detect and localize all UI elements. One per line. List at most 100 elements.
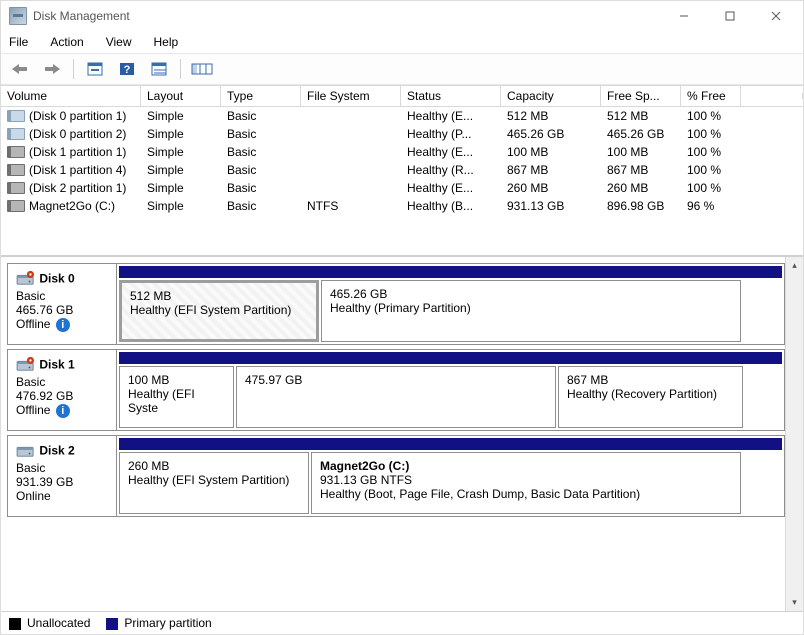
- cell-fs: [301, 187, 401, 189]
- menu-action[interactable]: Action: [46, 33, 87, 51]
- disk-label[interactable]: Disk 0Basic465.76 GBOffline i: [7, 263, 117, 345]
- partition-line: 100 MB: [128, 373, 225, 387]
- cell-fs: [301, 133, 401, 135]
- cell-fs: NTFS: [301, 198, 401, 214]
- cell-free: 260 MB: [601, 180, 681, 196]
- info-badge-icon[interactable]: i: [56, 318, 70, 332]
- cell-status: Healthy (R...: [401, 162, 501, 178]
- cell-volume: (Disk 1 partition 4): [1, 162, 141, 178]
- table-row[interactable]: (Disk 0 partition 1)SimpleBasicHealthy (…: [1, 107, 803, 125]
- partition[interactable]: 100 MBHealthy (EFI Syste: [119, 366, 234, 428]
- disk-management-window: Disk Management File Action View Help: [0, 0, 804, 635]
- partition-stripe: [119, 352, 782, 364]
- col-freespace[interactable]: Free Sp...: [601, 86, 681, 106]
- toolbar-list-button[interactable]: [189, 56, 215, 82]
- menu-view[interactable]: View: [102, 33, 136, 51]
- col-volume[interactable]: Volume: [1, 86, 141, 106]
- col-layout[interactable]: Layout: [141, 86, 221, 106]
- table-row[interactable]: (Disk 1 partition 4)SimpleBasicHealthy (…: [1, 161, 803, 179]
- col-type[interactable]: Type: [221, 86, 301, 106]
- disk-status: Online: [16, 489, 108, 503]
- cell-status: Healthy (P...: [401, 126, 501, 142]
- cell-capacity: 931.13 GB: [501, 198, 601, 214]
- disk-size: 931.39 GB: [16, 475, 108, 489]
- volume-icon: [7, 110, 25, 122]
- nav-forward-button[interactable]: [39, 56, 65, 82]
- table-row[interactable]: Magnet2Go (C:)SimpleBasicNTFSHealthy (B.…: [1, 197, 803, 215]
- col-capacity[interactable]: Capacity: [501, 86, 601, 106]
- partition-line: Healthy (EFI System Partition): [128, 473, 300, 487]
- disk-status: Offline i: [16, 317, 108, 332]
- disk-label[interactable]: Disk 1Basic476.92 GBOffline i: [7, 349, 117, 431]
- scroll-up-icon[interactable]: ▴: [786, 257, 803, 274]
- window-title: Disk Management: [33, 9, 661, 23]
- disk-name: Disk 2: [39, 444, 74, 458]
- partition-stripe: [119, 438, 782, 450]
- menubar: File Action View Help: [1, 31, 803, 53]
- partition-line: Healthy (Boot, Page File, Crash Dump, Ba…: [320, 487, 732, 501]
- volume-icon: [7, 146, 25, 158]
- partition-line: Healthy (EFI Syste: [128, 387, 225, 415]
- disk-type: Basic: [16, 461, 108, 475]
- toolbar-separator: [180, 59, 181, 79]
- toolbar-help-button[interactable]: ?: [114, 56, 140, 82]
- disk-block: Disk 2 Basic931.39 GBOnline 260 MBHealthy …: [7, 435, 785, 517]
- cell-type: Basic: [221, 126, 301, 142]
- table-row[interactable]: (Disk 1 partition 1)SimpleBasicHealthy (…: [1, 143, 803, 161]
- toolbar-refresh-button[interactable]: [82, 56, 108, 82]
- scroll-down-icon[interactable]: ▾: [786, 594, 803, 611]
- toolbar: ?: [1, 53, 803, 85]
- col-filesystem[interactable]: File System: [301, 86, 401, 106]
- col-pctfree[interactable]: % Free: [681, 86, 741, 106]
- cell-layout: Simple: [141, 162, 221, 178]
- scrollbar[interactable]: ▴ ▾: [785, 257, 803, 611]
- partition-row: 260 MBHealthy (EFI System Partition)Magn…: [119, 452, 782, 514]
- menu-help[interactable]: Help: [150, 33, 183, 51]
- cell-free: 465.26 GB: [601, 126, 681, 142]
- menu-file[interactable]: File: [5, 33, 32, 51]
- col-spacer: [741, 93, 803, 99]
- app-icon: [9, 7, 27, 25]
- legend-unallocated: Unallocated: [9, 616, 90, 630]
- partition[interactable]: 465.26 GBHealthy (Primary Partition): [321, 280, 741, 342]
- cell-type: Basic: [221, 198, 301, 214]
- disk-size: 476.92 GB: [16, 389, 108, 403]
- swatch-primary: [106, 618, 118, 630]
- partition[interactable]: Magnet2Go (C:)931.13 GB NTFSHealthy (Boo…: [311, 452, 741, 514]
- cell-pct: 100 %: [681, 180, 741, 196]
- partition[interactable]: 475.97 GB: [236, 366, 556, 428]
- minimize-button[interactable]: [661, 1, 707, 31]
- table-row[interactable]: (Disk 2 partition 1)SimpleBasicHealthy (…: [1, 179, 803, 197]
- disk-label[interactable]: Disk 2 Basic931.39 GBOnline: [7, 435, 117, 517]
- maximize-button[interactable]: [707, 1, 753, 31]
- cell-free: 896.98 GB: [601, 198, 681, 214]
- col-status[interactable]: Status: [401, 86, 501, 106]
- partition[interactable]: 260 MBHealthy (EFI System Partition): [119, 452, 309, 514]
- volume-icon: [7, 128, 25, 140]
- volume-icon: [7, 182, 25, 194]
- cell-status: Healthy (B...: [401, 198, 501, 214]
- drive-icon: [16, 270, 36, 289]
- partition-container: 512 MBHealthy (EFI System Partition)465.…: [117, 263, 785, 345]
- cell-status: Healthy (E...: [401, 144, 501, 160]
- cell-pct: 100 %: [681, 108, 741, 124]
- close-button[interactable]: [753, 1, 799, 31]
- cell-pct: 96 %: [681, 198, 741, 214]
- table-row[interactable]: (Disk 0 partition 2)SimpleBasicHealthy (…: [1, 125, 803, 143]
- cell-free: 512 MB: [601, 108, 681, 124]
- cell-fs: [301, 169, 401, 171]
- cell-status: Healthy (E...: [401, 180, 501, 196]
- partition[interactable]: 867 MBHealthy (Recovery Partition): [558, 366, 743, 428]
- disk-type: Basic: [16, 375, 108, 389]
- toolbar-detail-button[interactable]: [146, 56, 172, 82]
- partition[interactable]: 512 MBHealthy (EFI System Partition): [119, 280, 319, 342]
- info-badge-icon[interactable]: i: [56, 404, 70, 418]
- partition-stripe: [119, 266, 782, 278]
- disk-size: 465.76 GB: [16, 303, 108, 317]
- legend-primary: Primary partition: [106, 616, 211, 630]
- svg-text:?: ?: [124, 64, 131, 76]
- partition-line: Healthy (Primary Partition): [330, 301, 732, 315]
- nav-back-button[interactable]: [7, 56, 33, 82]
- cell-status: Healthy (E...: [401, 108, 501, 124]
- cell-pct: 100 %: [681, 126, 741, 142]
